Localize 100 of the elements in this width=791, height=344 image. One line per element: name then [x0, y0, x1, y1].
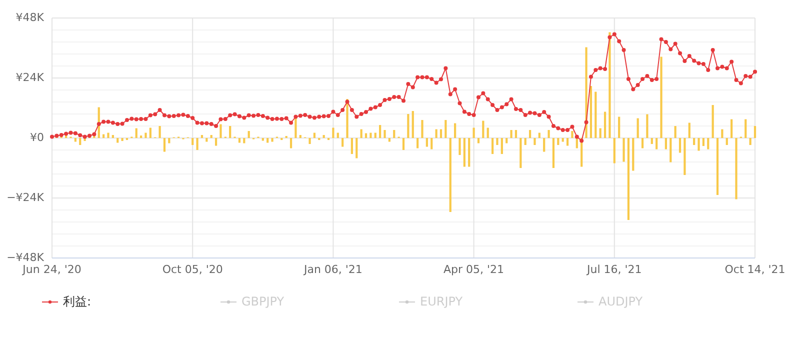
bar	[566, 138, 569, 146]
bar	[144, 132, 147, 138]
bar	[248, 131, 250, 138]
bar	[730, 119, 733, 138]
bar	[210, 135, 212, 138]
bar	[721, 129, 724, 138]
bar	[524, 138, 526, 145]
bar	[430, 138, 433, 150]
bar	[496, 138, 498, 145]
legend-item: 利益:	[42, 294, 92, 308]
bar	[735, 138, 738, 200]
bar	[486, 128, 489, 138]
bar	[650, 138, 653, 144]
bar	[322, 135, 325, 138]
bar	[627, 138, 630, 220]
bar	[350, 138, 353, 154]
bar	[379, 125, 382, 138]
bar	[712, 105, 714, 138]
bar	[196, 138, 198, 150]
bar	[200, 135, 204, 138]
bar	[688, 122, 690, 138]
bar	[308, 138, 311, 144]
bar	[506, 138, 508, 144]
bar	[402, 138, 405, 150]
x-tick-label: Oct 14, '21	[724, 263, 786, 276]
bar	[678, 138, 682, 153]
bar	[510, 130, 512, 138]
bar	[698, 138, 700, 151]
bar	[116, 138, 119, 143]
bar	[636, 118, 639, 138]
bar	[716, 138, 719, 195]
bar	[491, 138, 494, 154]
bar	[702, 138, 704, 146]
y-tick-label: −¥48K	[6, 251, 45, 264]
bar	[313, 132, 316, 138]
bar	[674, 126, 676, 138]
bar	[342, 138, 344, 147]
bar	[168, 138, 170, 144]
bar	[468, 138, 470, 167]
bar	[500, 138, 503, 154]
bar	[594, 92, 597, 138]
bar	[463, 138, 466, 167]
bar	[407, 114, 410, 138]
bar	[664, 138, 668, 150]
bar	[158, 126, 161, 138]
bar	[590, 86, 592, 138]
bar	[477, 138, 480, 144]
bar	[656, 138, 658, 150]
bar	[660, 56, 662, 138]
bar	[684, 138, 686, 175]
bar	[543, 138, 546, 152]
bar	[107, 132, 110, 138]
bar	[370, 132, 372, 138]
bar	[214, 138, 218, 146]
bar	[618, 116, 620, 138]
bar	[538, 132, 540, 138]
x-tick-label: Jan 06, '21	[302, 263, 362, 276]
bar	[412, 111, 414, 138]
bar	[622, 138, 625, 162]
bar	[754, 126, 756, 138]
bar	[163, 138, 166, 152]
bar	[220, 124, 222, 138]
bar	[332, 128, 334, 138]
bar	[641, 138, 644, 148]
bar	[552, 138, 555, 168]
bar	[266, 138, 269, 143]
bar	[243, 138, 246, 144]
bar	[393, 130, 396, 138]
bar	[384, 130, 386, 138]
bar	[388, 138, 390, 142]
y-tick-label: ¥48K	[16, 11, 45, 24]
bar	[299, 135, 302, 138]
bar	[435, 129, 438, 138]
x-tick-label: Jun 24, '20	[22, 263, 82, 276]
bar	[374, 132, 376, 138]
bar	[670, 138, 672, 162]
bar	[608, 32, 611, 138]
bar	[557, 138, 560, 145]
bar	[520, 138, 522, 168]
bar	[121, 138, 124, 141]
bar	[604, 112, 606, 138]
bar	[426, 138, 428, 147]
bar	[528, 130, 532, 138]
bar	[482, 120, 484, 138]
bar	[356, 138, 358, 158]
bar	[548, 130, 550, 138]
bar	[534, 138, 536, 145]
bar	[271, 138, 274, 142]
x-tick-label: Jul 16, '21	[586, 263, 642, 276]
bar	[74, 138, 76, 142]
bar	[472, 128, 475, 138]
bar	[149, 128, 152, 138]
bar	[454, 123, 456, 138]
bar	[262, 138, 264, 141]
bar	[421, 120, 424, 138]
bar	[440, 129, 442, 138]
y-tick-label: −¥24K	[6, 191, 45, 204]
bar	[364, 133, 368, 138]
y-tick-label: ¥24K	[16, 71, 45, 84]
bar	[707, 138, 710, 150]
